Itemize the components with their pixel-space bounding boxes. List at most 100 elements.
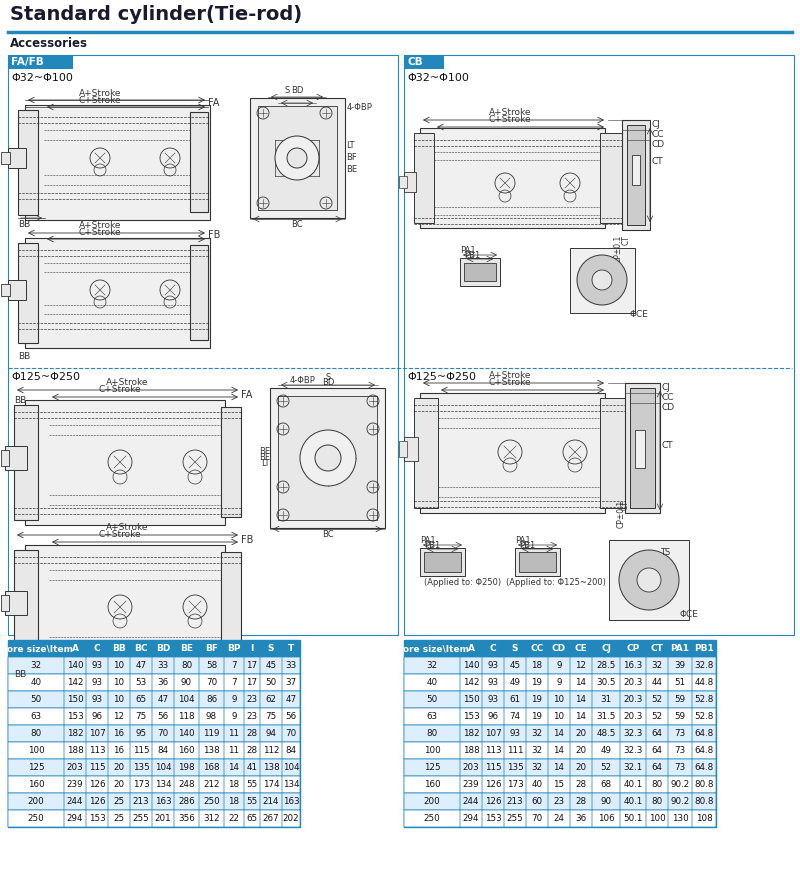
Text: 107: 107 (89, 729, 106, 738)
Text: 80: 80 (651, 797, 662, 806)
Bar (174, 776, 199, 793)
Text: 20.3: 20.3 (623, 695, 642, 704)
Text: 64: 64 (651, 746, 662, 755)
Text: 174: 174 (262, 780, 279, 789)
Bar (130, 810, 152, 827)
Bar (404, 776, 716, 793)
Text: C+Stroke: C+Stroke (78, 96, 122, 105)
Text: 134: 134 (154, 780, 171, 789)
Text: CE: CE (574, 644, 587, 653)
Text: 61: 61 (510, 695, 521, 704)
Text: 15: 15 (554, 780, 565, 789)
Text: 142: 142 (66, 678, 83, 687)
Bar (8, 776, 300, 793)
Bar (526, 725, 548, 742)
Bar (86, 657, 108, 674)
Text: 112: 112 (262, 746, 279, 755)
Bar (404, 691, 716, 708)
Text: 130: 130 (672, 814, 688, 823)
Text: 32: 32 (426, 661, 438, 670)
Bar (404, 640, 460, 657)
Bar (548, 793, 570, 810)
Bar (592, 691, 620, 708)
Bar (224, 708, 244, 725)
Text: PA1: PA1 (460, 246, 476, 255)
Text: 52: 52 (601, 763, 611, 772)
Text: 9: 9 (556, 661, 562, 670)
Bar (668, 742, 692, 759)
Bar (282, 640, 300, 657)
Bar (64, 759, 86, 776)
Text: BF: BF (346, 154, 357, 163)
Text: 23: 23 (246, 712, 258, 721)
Circle shape (287, 148, 307, 168)
Bar (86, 759, 108, 776)
Text: CD: CD (552, 644, 566, 653)
Bar (460, 657, 482, 674)
Text: 62: 62 (266, 695, 277, 704)
Text: C+Stroke: C+Stroke (489, 115, 531, 124)
Text: 153: 153 (66, 712, 83, 721)
Text: 47: 47 (135, 661, 146, 670)
Text: BB: BB (112, 644, 126, 653)
Bar (224, 793, 244, 810)
Text: 140: 140 (178, 729, 195, 738)
Text: 118: 118 (178, 712, 195, 721)
Text: 23: 23 (554, 797, 565, 806)
Bar (221, 407, 241, 517)
Text: 104: 104 (282, 763, 299, 772)
Text: 47: 47 (158, 695, 169, 704)
Text: CC: CC (662, 393, 674, 402)
Bar (108, 725, 130, 742)
Bar (8, 759, 64, 776)
Bar (221, 552, 241, 657)
Text: 31.5: 31.5 (596, 712, 616, 721)
Bar (8, 674, 300, 691)
Text: A+Stroke: A+Stroke (489, 371, 531, 380)
Circle shape (619, 550, 679, 610)
Bar (404, 55, 794, 635)
Bar (668, 725, 692, 742)
Text: 58: 58 (206, 661, 217, 670)
Text: 73: 73 (674, 729, 686, 738)
Bar (404, 725, 716, 742)
Text: 14: 14 (554, 746, 565, 755)
Bar (504, 759, 526, 776)
Bar (64, 674, 86, 691)
Text: BC: BC (291, 220, 303, 229)
Text: 12: 12 (114, 712, 125, 721)
Bar (108, 691, 130, 708)
Text: 9: 9 (231, 712, 237, 721)
Bar (282, 810, 300, 827)
Text: 104: 104 (154, 763, 171, 772)
Text: Φ125~Φ250: Φ125~Φ250 (407, 372, 476, 382)
Bar (404, 742, 716, 759)
Bar (630, 388, 655, 508)
Text: (Applied to: Φ125~200): (Applied to: Φ125~200) (506, 578, 606, 587)
Text: 200: 200 (424, 797, 440, 806)
Bar (460, 759, 482, 776)
Text: 11: 11 (229, 729, 239, 738)
Text: FA: FA (241, 390, 252, 400)
Bar (482, 674, 504, 691)
Text: 19: 19 (531, 712, 542, 721)
Text: 11: 11 (229, 746, 239, 755)
Text: 142: 142 (462, 678, 479, 687)
Bar (260, 674, 282, 691)
Bar (404, 776, 460, 793)
Bar (8, 759, 300, 776)
Bar (130, 759, 152, 776)
Text: CD: CD (652, 140, 665, 149)
Bar (8, 55, 398, 635)
Text: ΦCE: ΦCE (630, 310, 649, 319)
Text: 24: 24 (554, 814, 565, 823)
Text: 56: 56 (286, 712, 297, 721)
Bar (25, 105, 210, 220)
Text: Φ32~Φ100: Φ32~Φ100 (407, 73, 469, 83)
Text: 10: 10 (114, 661, 125, 670)
Text: 4-ΦBP: 4-ΦBP (347, 103, 373, 112)
Text: I: I (250, 644, 254, 653)
Text: 126: 126 (89, 797, 106, 806)
Bar (504, 742, 526, 759)
Bar (460, 810, 482, 827)
